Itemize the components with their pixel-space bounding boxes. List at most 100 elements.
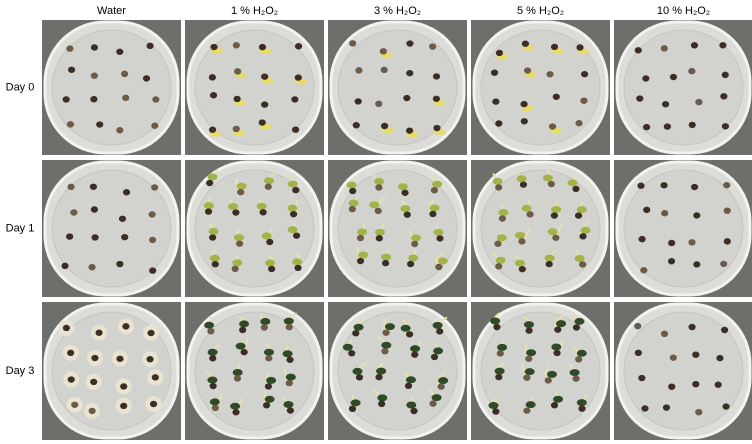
leaf [498, 209, 509, 217]
seed [498, 215, 507, 222]
seed [723, 207, 731, 214]
seed [266, 238, 274, 246]
seed [722, 403, 730, 410]
seed [660, 45, 668, 52]
seed [579, 261, 587, 268]
seed [578, 405, 586, 412]
seed [495, 120, 503, 127]
seed [492, 98, 500, 105]
leaf [264, 395, 275, 403]
seed [432, 95, 440, 102]
seed [720, 260, 728, 268]
seed [550, 43, 559, 51]
dish-inner [194, 311, 315, 431]
seed [356, 234, 365, 242]
photo-panel [185, 20, 324, 155]
seed [430, 187, 439, 194]
seed [403, 211, 411, 218]
leaf [209, 398, 220, 406]
seed [554, 326, 562, 333]
photo-panel [42, 160, 181, 297]
seed [436, 235, 444, 242]
seed [406, 69, 414, 77]
seed [294, 43, 303, 50]
leaf [376, 367, 387, 375]
seed [641, 405, 649, 412]
leaf [239, 320, 250, 328]
leaf [496, 234, 507, 242]
leaf [433, 347, 444, 355]
seed [637, 182, 645, 189]
dish-inner [337, 169, 458, 288]
seed [572, 375, 580, 382]
seed [519, 181, 528, 188]
seed [719, 42, 727, 49]
seed [643, 206, 651, 214]
seed [429, 400, 437, 407]
leaf [547, 228, 558, 236]
leaf [400, 205, 411, 213]
seed [149, 400, 158, 408]
leaf [283, 401, 294, 409]
row-label: Day 0 [6, 81, 35, 93]
seed [375, 100, 383, 108]
seed [550, 212, 558, 219]
dish-inner [337, 311, 458, 431]
leaf [209, 254, 220, 262]
seed [237, 188, 245, 196]
seed [575, 356, 583, 363]
seed [661, 209, 669, 217]
seed [572, 324, 581, 331]
seed [375, 373, 383, 381]
seed [348, 350, 356, 357]
seed [433, 124, 441, 132]
leaf [374, 228, 385, 236]
leaf [292, 258, 303, 266]
photo-panel [42, 302, 181, 440]
seed [90, 95, 98, 103]
seed [232, 209, 240, 216]
dish-inner [623, 311, 744, 431]
seed [151, 374, 159, 381]
seed [71, 401, 79, 408]
seed [576, 44, 584, 51]
seed [490, 69, 499, 76]
leaf [569, 369, 580, 377]
seed [410, 407, 418, 415]
seed [286, 407, 294, 414]
seed [404, 382, 413, 390]
seed [66, 45, 74, 52]
seed [355, 374, 364, 381]
seed [291, 96, 299, 103]
seed [122, 94, 130, 102]
row-label: Day 3 [6, 365, 35, 377]
seed [669, 73, 678, 81]
seed [265, 355, 273, 362]
seed [121, 70, 129, 78]
leaf [282, 350, 293, 358]
leaf [208, 228, 219, 236]
seed [208, 74, 216, 81]
dish-inner [194, 29, 315, 146]
leaf [438, 377, 449, 385]
leaf [232, 368, 243, 376]
seed [67, 349, 75, 357]
seed [437, 383, 445, 390]
photo-panel [471, 160, 610, 297]
seed [120, 383, 128, 390]
dish-inner [337, 29, 458, 146]
seed [643, 123, 651, 131]
seed [525, 355, 533, 362]
dish-inner [480, 29, 601, 146]
leaf [207, 348, 218, 356]
seed [232, 42, 240, 49]
leaf [492, 177, 503, 185]
seed [716, 354, 724, 362]
leaf [236, 182, 247, 190]
seed [574, 212, 583, 219]
seed [285, 379, 293, 387]
seed [406, 40, 414, 47]
photo-panel [471, 20, 610, 155]
leaf [497, 343, 508, 351]
